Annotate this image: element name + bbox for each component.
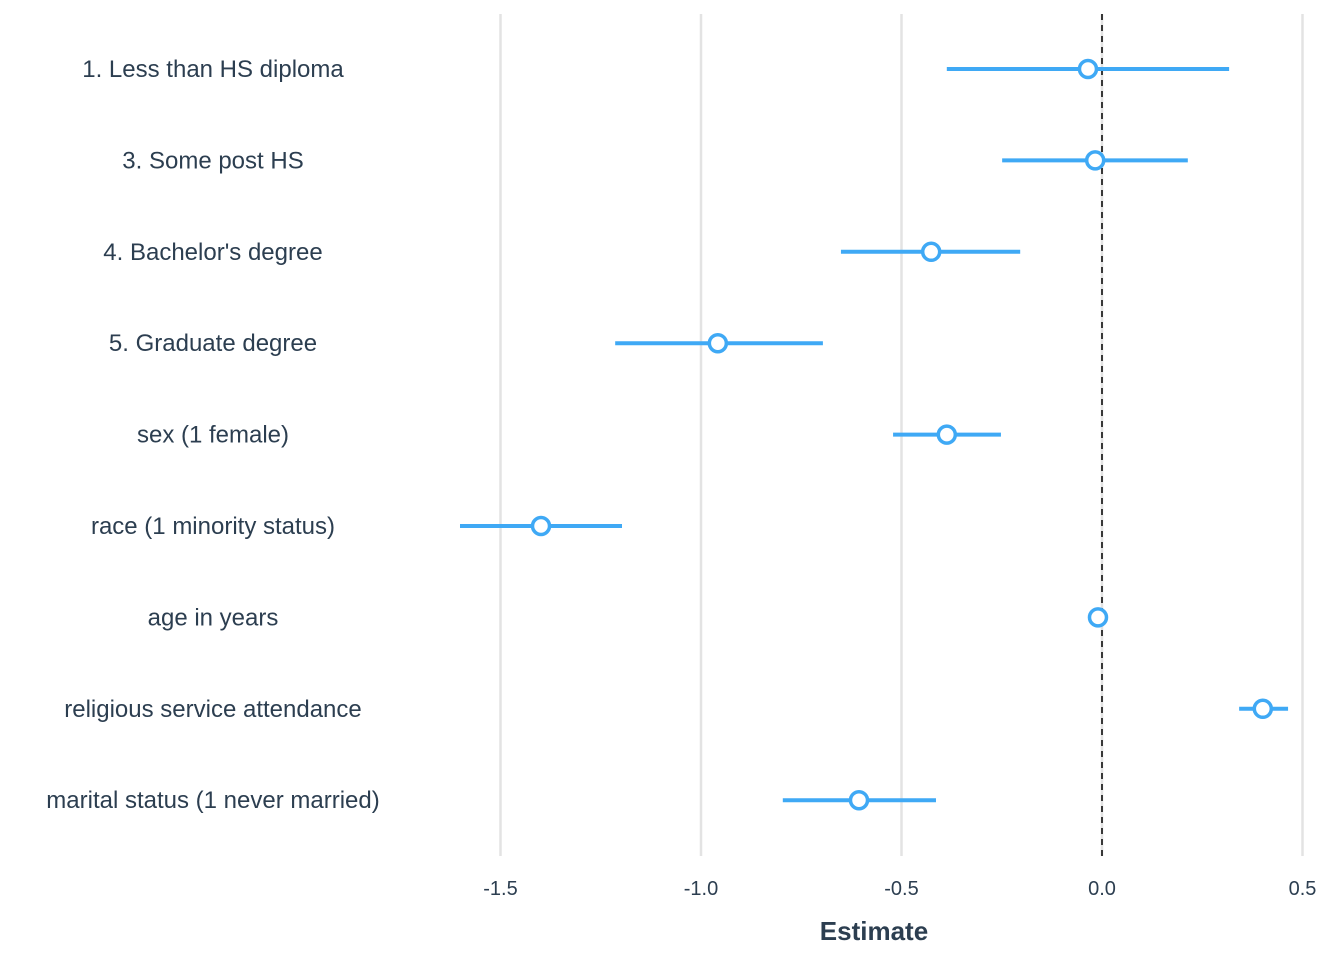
- x-axis-title: Estimate: [820, 916, 928, 946]
- term-label: race (1 minority status): [91, 513, 335, 540]
- term-estimate: [1087, 607, 1109, 628]
- point-estimate: [1077, 58, 1099, 80]
- point-estimate: [920, 241, 942, 263]
- y-axis-labels: 1. Less than HS diploma 3. Some post HS 4.…: [46, 56, 379, 814]
- term-estimate: [459, 515, 623, 537]
- term-label: age in years: [148, 604, 279, 631]
- x-tick-label: 0.5: [1289, 878, 1317, 900]
- term-label: 3. Some post HS: [122, 147, 303, 174]
- term-label: 5. Graduate degree: [109, 330, 317, 357]
- term-estimate: [615, 332, 823, 354]
- point-estimate: [707, 332, 729, 354]
- point-estimate: [936, 424, 958, 445]
- term-estimate: [782, 789, 936, 811]
- term-estimate: [1002, 150, 1188, 171]
- x-tick-label: -1.0: [684, 878, 718, 900]
- term-estimate: [1239, 698, 1289, 720]
- point-estimate: [1252, 698, 1274, 720]
- x-tick-label: -0.5: [884, 878, 918, 900]
- x-axis-ticks: -1.5 -1.0 -0.5 0.0 0.5: [483, 878, 1316, 900]
- point-estimate: [1084, 150, 1106, 171]
- term-label: marital status (1 never married): [46, 787, 379, 814]
- term-label: 4. Bachelor's degree: [103, 239, 322, 266]
- term-estimate: [840, 241, 1021, 263]
- x-tick-label: 0.0: [1088, 878, 1116, 900]
- term-estimate: [946, 58, 1230, 80]
- point-estimate: [848, 789, 870, 811]
- term-label: religious service attendance: [64, 696, 362, 723]
- term-label: sex (1 female): [137, 422, 289, 449]
- point-estimate: [1087, 607, 1109, 628]
- term-label: 1. Less than HS diploma: [82, 56, 344, 83]
- x-tick-label: -1.5: [483, 878, 517, 900]
- estimates: [459, 58, 1289, 811]
- point-estimate: [530, 515, 552, 537]
- term-estimate: [893, 424, 1001, 445]
